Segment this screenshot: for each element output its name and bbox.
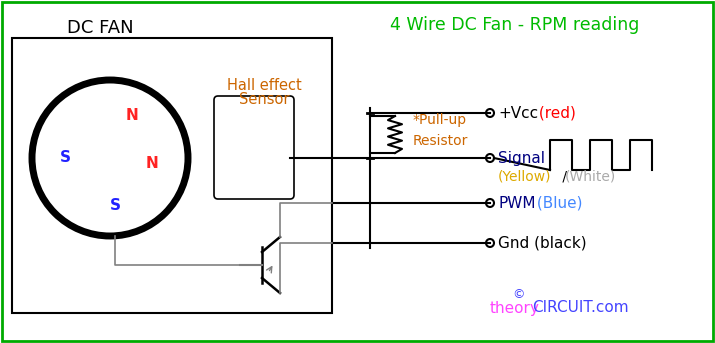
- FancyBboxPatch shape: [214, 96, 294, 199]
- Text: Signal: Signal: [498, 151, 545, 166]
- Text: theory: theory: [490, 300, 540, 316]
- Text: (red): (red): [534, 106, 576, 120]
- FancyBboxPatch shape: [12, 38, 332, 313]
- Text: Hall effect: Hall effect: [227, 78, 302, 93]
- Text: /: /: [558, 169, 567, 183]
- Text: +Vcc: +Vcc: [498, 106, 538, 120]
- Text: (Blue): (Blue): [532, 196, 583, 211]
- Text: Gnd (black): Gnd (black): [498, 236, 586, 250]
- Text: N: N: [126, 108, 139, 123]
- Text: ©: ©: [512, 288, 524, 301]
- Text: 4 Wire DC Fan - RPM reading: 4 Wire DC Fan - RPM reading: [390, 16, 640, 34]
- Text: Sensor: Sensor: [239, 92, 290, 106]
- Text: S: S: [109, 199, 121, 213]
- Text: PWM: PWM: [498, 196, 536, 211]
- Text: DC FAN: DC FAN: [66, 19, 133, 37]
- Text: S: S: [59, 151, 71, 166]
- Text: N: N: [146, 155, 159, 170]
- Text: CIRCUIT.com: CIRCUIT.com: [532, 300, 628, 316]
- Text: (Yellow): (Yellow): [498, 169, 551, 183]
- Text: *Pull-up
Resistor: *Pull-up Resistor: [413, 113, 468, 148]
- Text: (White): (White): [565, 169, 616, 183]
